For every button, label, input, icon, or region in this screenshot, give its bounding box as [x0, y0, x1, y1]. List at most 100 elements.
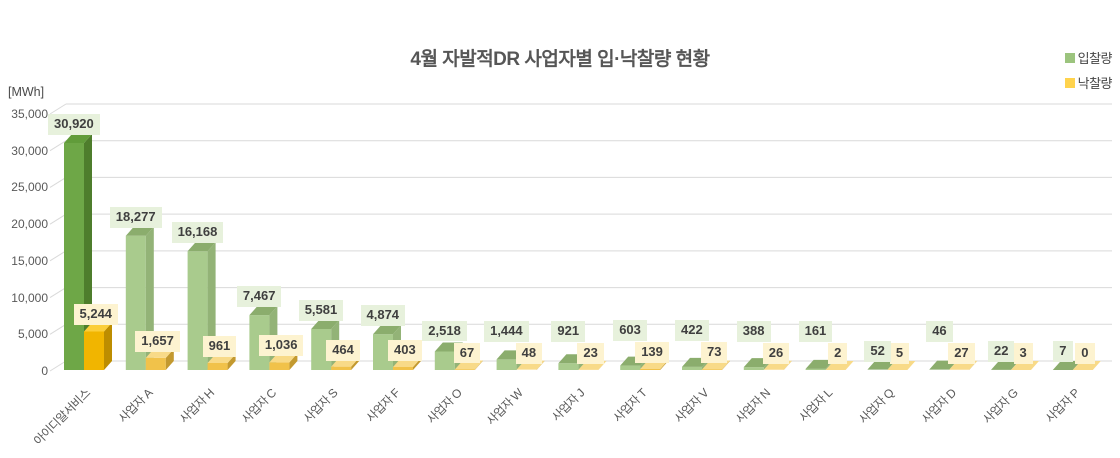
- award-value-label: 26: [762, 342, 790, 364]
- y-axis-tick: 0: [41, 364, 48, 378]
- x-axis-label: 사업자 V: [671, 385, 712, 426]
- bar-award-face: [84, 331, 104, 370]
- x-axis-label: 사업자 C: [238, 385, 279, 426]
- chart-title: 4월 자발적DR 사업자별 입·낙찰량 현황: [410, 49, 710, 70]
- x-axis-label: 사업자 T: [610, 385, 650, 426]
- bar-bid-top: [187, 242, 216, 252]
- bar-award-face: [269, 362, 290, 370]
- award-value-label: 1,036: [258, 335, 304, 357]
- legend-award-label: 낙찰량: [1077, 76, 1113, 91]
- x-axis-label: 사업자 S: [300, 385, 341, 426]
- y-axis-tick-connector: [49, 177, 67, 188]
- bid-value-label: 16,168: [171, 222, 224, 244]
- y-axis-tick: 10,000: [11, 290, 48, 305]
- award-value-label: 403: [388, 340, 422, 361]
- x-axis-label: 사업자 N: [733, 385, 774, 426]
- x-axis-label: 사업자 L: [796, 385, 835, 425]
- x-axis-label: 사업자 J: [549, 385, 588, 425]
- bar-bid-face: [558, 363, 579, 370]
- award-value-label: 23: [577, 342, 604, 364]
- bar-bid-face: [496, 359, 517, 370]
- award-value-label: 464: [326, 339, 360, 361]
- bar-bid-face: [64, 142, 84, 370]
- bid-value-label: 1,444: [484, 320, 529, 342]
- y-axis-tick: 35,000: [11, 107, 48, 121]
- legend-item-award: 낙찰량: [1064, 73, 1113, 92]
- y-axis-tick-connector: [49, 140, 67, 152]
- award-value-label: 2: [828, 342, 848, 364]
- bar-award-side: [165, 348, 174, 370]
- award-value-label: 1,657: [135, 330, 180, 352]
- y-axis-tick-connector: [49, 323, 67, 335]
- award-value-label: 961: [202, 335, 237, 357]
- legend-bid-label: 입찰량: [1077, 51, 1113, 66]
- award-value-label: 5,244: [73, 304, 119, 326]
- bar-bid-top: [373, 325, 401, 335]
- y-axis-tick: 5,000: [17, 327, 48, 342]
- y-axis-tick: 25,000: [11, 180, 48, 195]
- bar-bid-side: [84, 133, 92, 370]
- bid-value-label: 7: [1053, 340, 1073, 362]
- bid-swatch-icon: [1064, 52, 1075, 63]
- x-axis-label: 사업자 H: [176, 385, 217, 426]
- bid-value-label: 5,581: [298, 300, 344, 321]
- bar-award-face: [640, 368, 661, 370]
- bid-value-label: 18,277: [109, 206, 162, 228]
- bar-award-face: [702, 369, 722, 370]
- award-value-label: 0: [1075, 343, 1095, 364]
- bid-value-label: 4,874: [360, 305, 406, 327]
- x-axis-label: 아이디알서비스: [31, 385, 94, 448]
- y-axis-tick-connector: [49, 103, 67, 115]
- y-axis-tick: 15,000: [11, 253, 48, 268]
- award-value-label: 3: [1013, 342, 1033, 364]
- bid-value-label: 422: [675, 320, 709, 342]
- legend-item-bid: 입찰량: [1064, 48, 1113, 67]
- y-axis-tick-connector: [49, 360, 67, 372]
- x-axis-label: 사업자 Q: [856, 385, 897, 427]
- award-value-label: 67: [453, 342, 481, 364]
- y-axis-tick-connector: [49, 250, 67, 262]
- bid-value-label: 52: [864, 340, 891, 362]
- bid-value-label: 7,467: [236, 286, 282, 308]
- bid-value-label: 46: [926, 320, 953, 342]
- bar-bid-face: [682, 366, 702, 370]
- bid-value-label: 388: [736, 320, 771, 342]
- bid-value-label: 2,518: [422, 320, 467, 342]
- bar-bid-top: [249, 306, 278, 316]
- bar-award-face: [145, 357, 166, 370]
- y-axis-tick: 30,000: [11, 143, 48, 158]
- bar-bid-face: [434, 351, 455, 370]
- y-axis-tick-connector: [49, 213, 67, 225]
- bar-award-face: [207, 362, 228, 370]
- award-value-label: 27: [948, 342, 975, 364]
- bid-value-label: 603: [613, 319, 647, 341]
- bar-award-face: [393, 367, 413, 370]
- x-axis-label: 사업자 F: [363, 385, 403, 426]
- y-axis-unit-label: [MWh]: [8, 85, 45, 99]
- x-axis-label: 사업자 P: [1042, 385, 1083, 426]
- x-axis-label: 사업자 O: [423, 385, 465, 427]
- x-axis-label: 사업자 W: [483, 385, 526, 428]
- x-axis-label: 사업자 D: [918, 385, 959, 426]
- award-swatch-icon: [1064, 77, 1075, 88]
- award-value-label: 48: [515, 342, 543, 364]
- bar-bid-top: [311, 320, 340, 330]
- bar-bid-face: [743, 367, 764, 370]
- legend: 입찰량 낙찰량: [1064, 48, 1113, 92]
- bar-bid-face: [620, 365, 641, 370]
- bid-value-label: 161: [798, 320, 833, 342]
- bar-bid-face: [805, 368, 826, 370]
- bar-award-face: [331, 366, 352, 370]
- x-axis-label: 사업자 G: [979, 385, 1021, 427]
- award-value-label: 5: [889, 342, 910, 364]
- y-axis-tick-connector: [49, 287, 67, 298]
- bid-value-label: 30,920: [48, 113, 100, 135]
- bid-value-label: 22: [988, 340, 1015, 362]
- x-axis-label: 사업자 A: [115, 385, 156, 426]
- bar-award-side: [104, 322, 112, 370]
- award-value-label: 73: [701, 342, 728, 364]
- bid-value-label: 921: [551, 320, 586, 342]
- award-value-label: 139: [635, 341, 669, 363]
- bar-bid-top: [125, 226, 154, 236]
